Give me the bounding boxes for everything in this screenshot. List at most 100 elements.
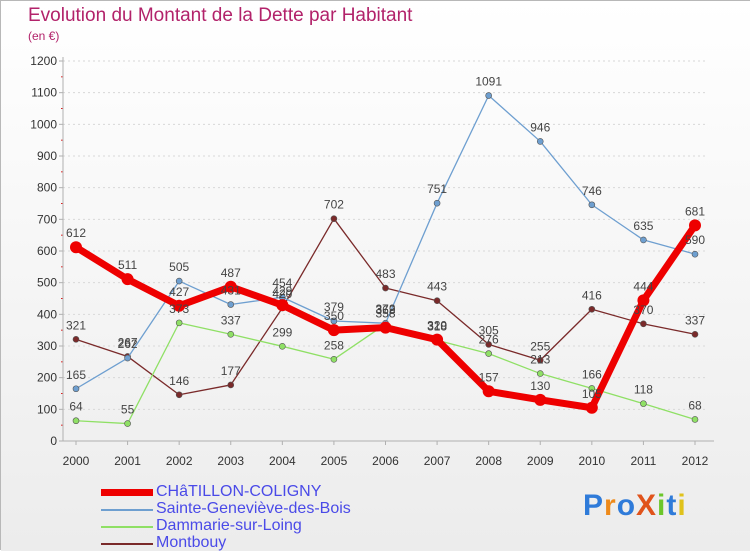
data-label: 635 bbox=[633, 219, 653, 233]
x-tick-label: 2009 bbox=[527, 454, 554, 468]
y-tick-label: 1200 bbox=[30, 54, 57, 68]
data-point bbox=[227, 330, 235, 338]
data-label: 166 bbox=[582, 367, 602, 381]
data-label: 444 bbox=[633, 279, 653, 293]
data-point bbox=[330, 355, 338, 363]
data-label: 337 bbox=[221, 313, 241, 327]
data-label: 55 bbox=[121, 403, 135, 417]
data-label: 68 bbox=[688, 398, 702, 412]
data-label: 118 bbox=[634, 383, 653, 397]
data-point bbox=[588, 385, 596, 392]
y-tick-label: 700 bbox=[37, 212, 57, 226]
data-point bbox=[536, 370, 544, 377]
data-label: 318 bbox=[427, 319, 447, 333]
data-label: 373 bbox=[169, 302, 189, 316]
chart-subtitle: (en €) bbox=[28, 29, 60, 43]
data-point bbox=[173, 299, 186, 312]
data-label: 146 bbox=[169, 374, 189, 388]
x-tick-label: 2006 bbox=[372, 454, 399, 468]
data-point bbox=[431, 333, 444, 346]
y-tick-label: 300 bbox=[37, 339, 57, 353]
data-point bbox=[585, 401, 598, 414]
data-point bbox=[382, 284, 389, 292]
data-label: 429 bbox=[272, 284, 292, 298]
x-tick-label: 2001 bbox=[114, 454, 141, 468]
data-point bbox=[379, 321, 392, 334]
data-point bbox=[534, 393, 547, 406]
data-label: 420 bbox=[272, 287, 292, 301]
y-tick-label: 600 bbox=[37, 244, 57, 258]
x-tick-label: 2003 bbox=[217, 454, 244, 468]
x-tick-label: 2000 bbox=[63, 454, 90, 468]
data-label: 483 bbox=[375, 267, 395, 281]
data-label: 505 bbox=[169, 260, 189, 274]
data-point bbox=[72, 385, 80, 393]
data-label: 702 bbox=[324, 198, 344, 212]
data-point bbox=[72, 336, 80, 343]
data-label: 255 bbox=[530, 339, 550, 353]
data-label: 1091 bbox=[475, 75, 502, 89]
data-label: 157 bbox=[479, 370, 499, 384]
data-point bbox=[327, 324, 340, 337]
data-label: 443 bbox=[427, 280, 447, 294]
data-point bbox=[640, 236, 647, 244]
y-tick-label: 800 bbox=[37, 181, 57, 195]
data-label: 370 bbox=[633, 303, 653, 317]
data-label: 946 bbox=[530, 120, 550, 134]
data-label: 487 bbox=[221, 266, 241, 280]
data-label: 165 bbox=[66, 368, 86, 382]
x-tick-label: 2010 bbox=[578, 454, 605, 468]
data-point bbox=[72, 417, 80, 425]
chart-title: Evolution du Montant de la Dette par Hab… bbox=[28, 5, 413, 26]
data-label: 276 bbox=[479, 333, 499, 347]
y-tick-label: 100 bbox=[37, 402, 57, 416]
data-point bbox=[124, 420, 131, 427]
data-label: 64 bbox=[69, 400, 83, 414]
data-label: 358 bbox=[375, 307, 395, 321]
data-point bbox=[330, 317, 338, 325]
data-label: 130 bbox=[530, 379, 550, 393]
logo-letter: i bbox=[677, 489, 687, 522]
y-tick-label: 400 bbox=[37, 307, 57, 321]
data-point bbox=[224, 280, 237, 293]
data-point bbox=[482, 385, 495, 398]
data-label: 350 bbox=[324, 309, 344, 323]
data-label: 612 bbox=[66, 226, 86, 240]
data-label: 369 bbox=[375, 303, 395, 317]
data-point bbox=[175, 391, 183, 399]
data-point bbox=[637, 294, 650, 307]
y-tick-label: 200 bbox=[37, 371, 57, 385]
data-point bbox=[175, 277, 183, 285]
x-tick-label: 2008 bbox=[475, 454, 502, 468]
data-point bbox=[279, 343, 286, 350]
legend-label: Dammarie-sur-Loing bbox=[156, 517, 302, 534]
data-label: 590 bbox=[685, 233, 705, 247]
y-tick-label: 0 bbox=[50, 434, 57, 448]
data-point bbox=[276, 299, 289, 312]
data-point bbox=[485, 341, 492, 348]
data-point bbox=[536, 138, 544, 145]
data-label: 372 bbox=[375, 302, 395, 316]
data-point bbox=[433, 199, 441, 207]
data-point bbox=[536, 356, 544, 364]
x-tick-label: 2004 bbox=[269, 454, 296, 468]
data-point bbox=[691, 250, 699, 258]
data-label: 379 bbox=[324, 300, 344, 314]
x-tick-label: 2011 bbox=[631, 454, 657, 468]
legend-label: Montbouy bbox=[156, 534, 227, 551]
y-tick-label: 500 bbox=[37, 276, 57, 290]
data-point bbox=[70, 241, 82, 254]
data-label: 258 bbox=[324, 338, 344, 352]
data-label: 431 bbox=[221, 284, 241, 298]
data-label: 320 bbox=[427, 319, 447, 333]
data-label: 751 bbox=[427, 182, 447, 196]
y-tick-label: 1000 bbox=[30, 117, 57, 131]
data-point bbox=[691, 330, 699, 338]
proxiti-logo: ProXiti bbox=[583, 489, 687, 523]
logo-letter: P bbox=[583, 489, 605, 522]
logo-letter: i bbox=[657, 489, 667, 522]
data-label: 105 bbox=[582, 387, 602, 401]
x-tick-label: 2002 bbox=[166, 454, 193, 468]
